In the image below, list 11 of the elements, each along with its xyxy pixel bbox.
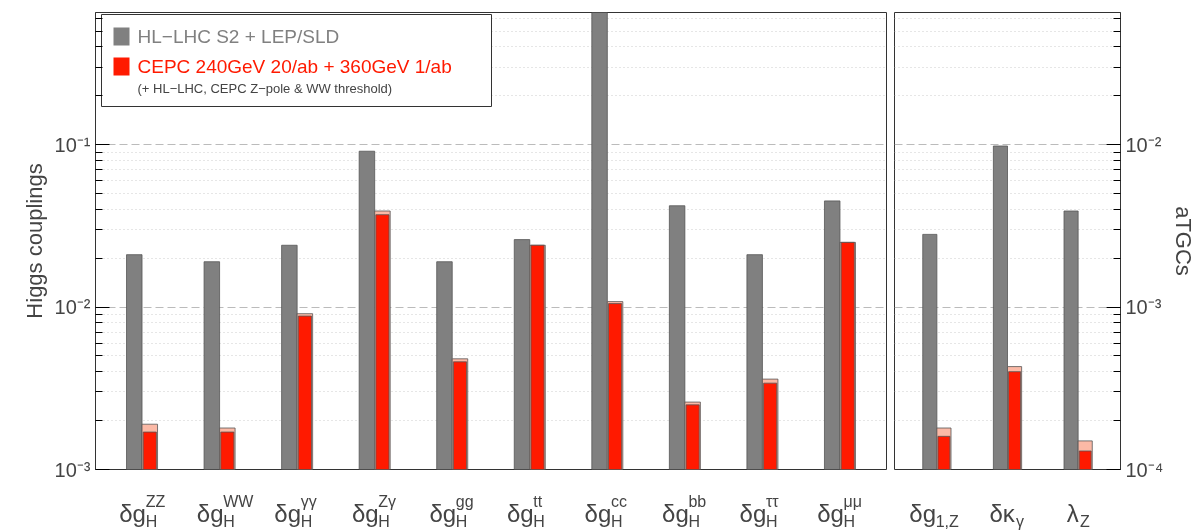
annotation: (+ HL−LHC, CEPC Z−pole & WW threshold) xyxy=(137,81,393,96)
y2-tick-label: 10⁻³ xyxy=(1125,296,1162,319)
y2-tick-label: 10⁻² xyxy=(1125,133,1162,156)
y-tick-label: 10⁻² xyxy=(54,296,91,319)
y2-axis-title: aTGCs xyxy=(1171,206,1197,276)
y2-tick-label: 10⁻⁴ xyxy=(1125,458,1164,481)
legend-label: HL−LHC S2 + LEP/SLD xyxy=(137,26,340,47)
y-tick-label: 10⁻³ xyxy=(54,458,91,481)
legend-label: CEPC 240GeV 20/ab + 360GeV 1/ab xyxy=(137,56,452,77)
y-axis-title: Higgs couplings xyxy=(21,163,47,319)
y-tick-label: 10⁻¹ xyxy=(54,133,91,156)
